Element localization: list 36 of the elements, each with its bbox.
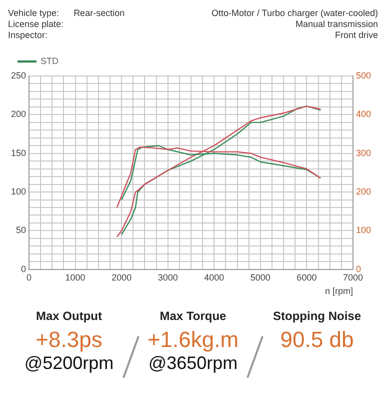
text: +8.3ps	[34, 327, 104, 353]
y2-tick-label: 300	[356, 148, 372, 158]
y-tick-label: 100	[10, 186, 26, 197]
x-tick-label: 7000	[342, 272, 363, 282]
text: Manual transmission	[294, 19, 378, 30]
text: @3650rpm	[147, 353, 239, 374]
x-tick-label: 2000	[112, 272, 132, 282]
y-tick-label: 250	[10, 70, 26, 80]
text: Inspector:	[8, 30, 49, 41]
y2-tick-label: 400	[356, 109, 372, 120]
y2-tick-label: 100	[356, 225, 372, 236]
x-tick-label: 1000	[65, 272, 86, 282]
y2-tick-label: 500	[356, 70, 372, 80]
y-tick-label: 0	[21, 264, 26, 274]
text: 90.5 db	[279, 327, 355, 353]
x-tick-label: 6000	[296, 272, 317, 282]
text: Front drive	[334, 30, 378, 41]
text: Max Output	[35, 309, 103, 323]
y2-tick-label: 200	[356, 186, 372, 197]
text: Rear-section	[74, 8, 125, 18]
y-tick-label: 200	[10, 109, 26, 120]
y2-tick-label: 0	[356, 264, 361, 274]
y-tick-label: 150	[10, 148, 26, 158]
text: Max Torque	[158, 309, 228, 323]
text: @5200rpm	[23, 353, 115, 374]
text: Otto-Motor / Turbo charger (water-cooled)	[211, 8, 378, 19]
x-tick-label: 4000	[204, 272, 224, 282]
x-tick-label: 5000	[250, 272, 270, 282]
text: Stopping Noise	[272, 309, 362, 323]
text: Vehicle type:	[8, 8, 60, 18]
x-tick-label: 3000	[158, 272, 178, 282]
text: License plate:	[8, 19, 65, 30]
legend-label: STD	[40, 56, 59, 66]
text: +1.6kg.m	[146, 327, 240, 353]
x-axis-title: n [rpm]	[324, 286, 353, 296]
y-tick-label: 50	[16, 225, 26, 236]
